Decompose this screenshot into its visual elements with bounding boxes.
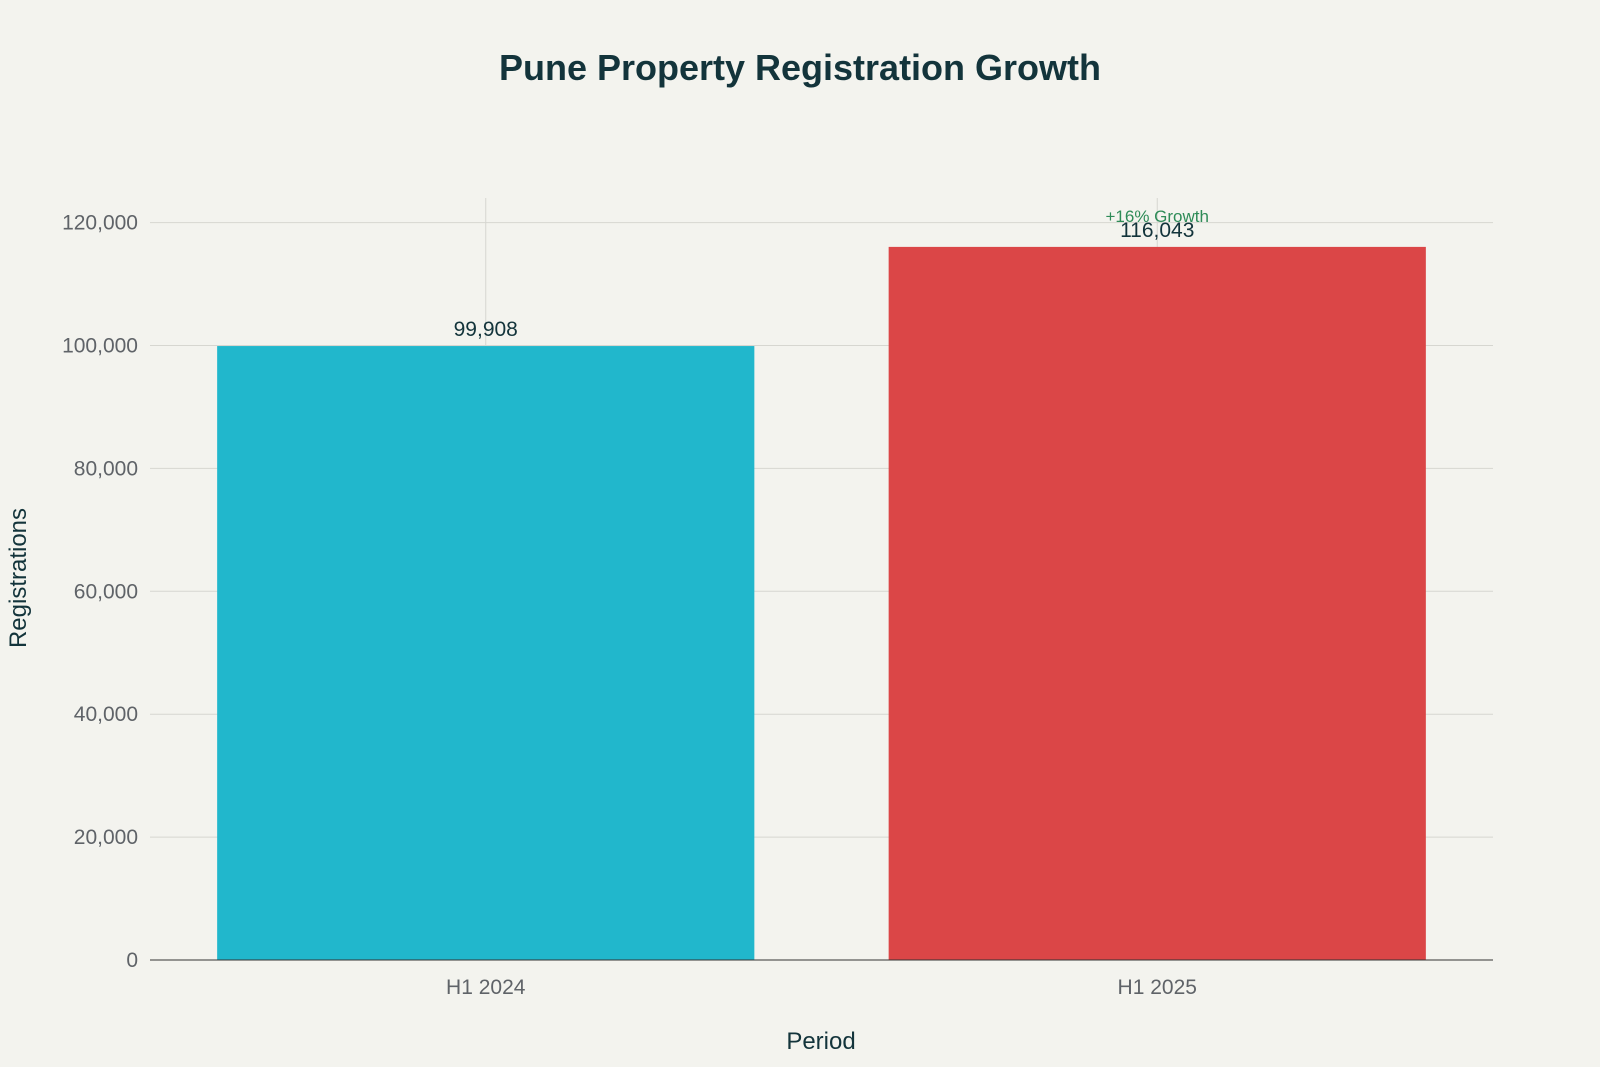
y-tick-label: 80,000 [74, 457, 138, 480]
y-tick-label: 40,000 [74, 703, 138, 726]
growth-annotation: +16% Growth [1106, 207, 1209, 226]
bar-value-label: 99,908 [454, 318, 518, 341]
y-tick-label: 100,000 [62, 334, 138, 357]
x-axis-ticks: H1 2024 H1 2025 [446, 976, 1197, 999]
chart-title: Pune Property Registration Growth [499, 47, 1101, 88]
data-labels: 99,908 116,043 [454, 219, 1195, 341]
x-axis-title: Period [786, 1028, 855, 1055]
bar [888, 246, 1426, 961]
bars [217, 246, 1426, 961]
y-tick-label: 60,000 [74, 580, 138, 603]
y-tick-label: 20,000 [74, 826, 138, 849]
x-tick-label: H1 2025 [1118, 976, 1197, 999]
bar [217, 346, 755, 961]
y-tick-label: 0 [126, 949, 138, 972]
y-axis-ticks: 0 20,000 40,000 60,000 80,000 100,000 120,000 [62, 212, 138, 972]
y-axis-title: Registrations [5, 508, 32, 648]
x-tick-label: H1 2024 [446, 976, 526, 999]
bar-value-label: 116,043 [1120, 219, 1194, 242]
y-tick-label: 120,000 [62, 212, 138, 235]
